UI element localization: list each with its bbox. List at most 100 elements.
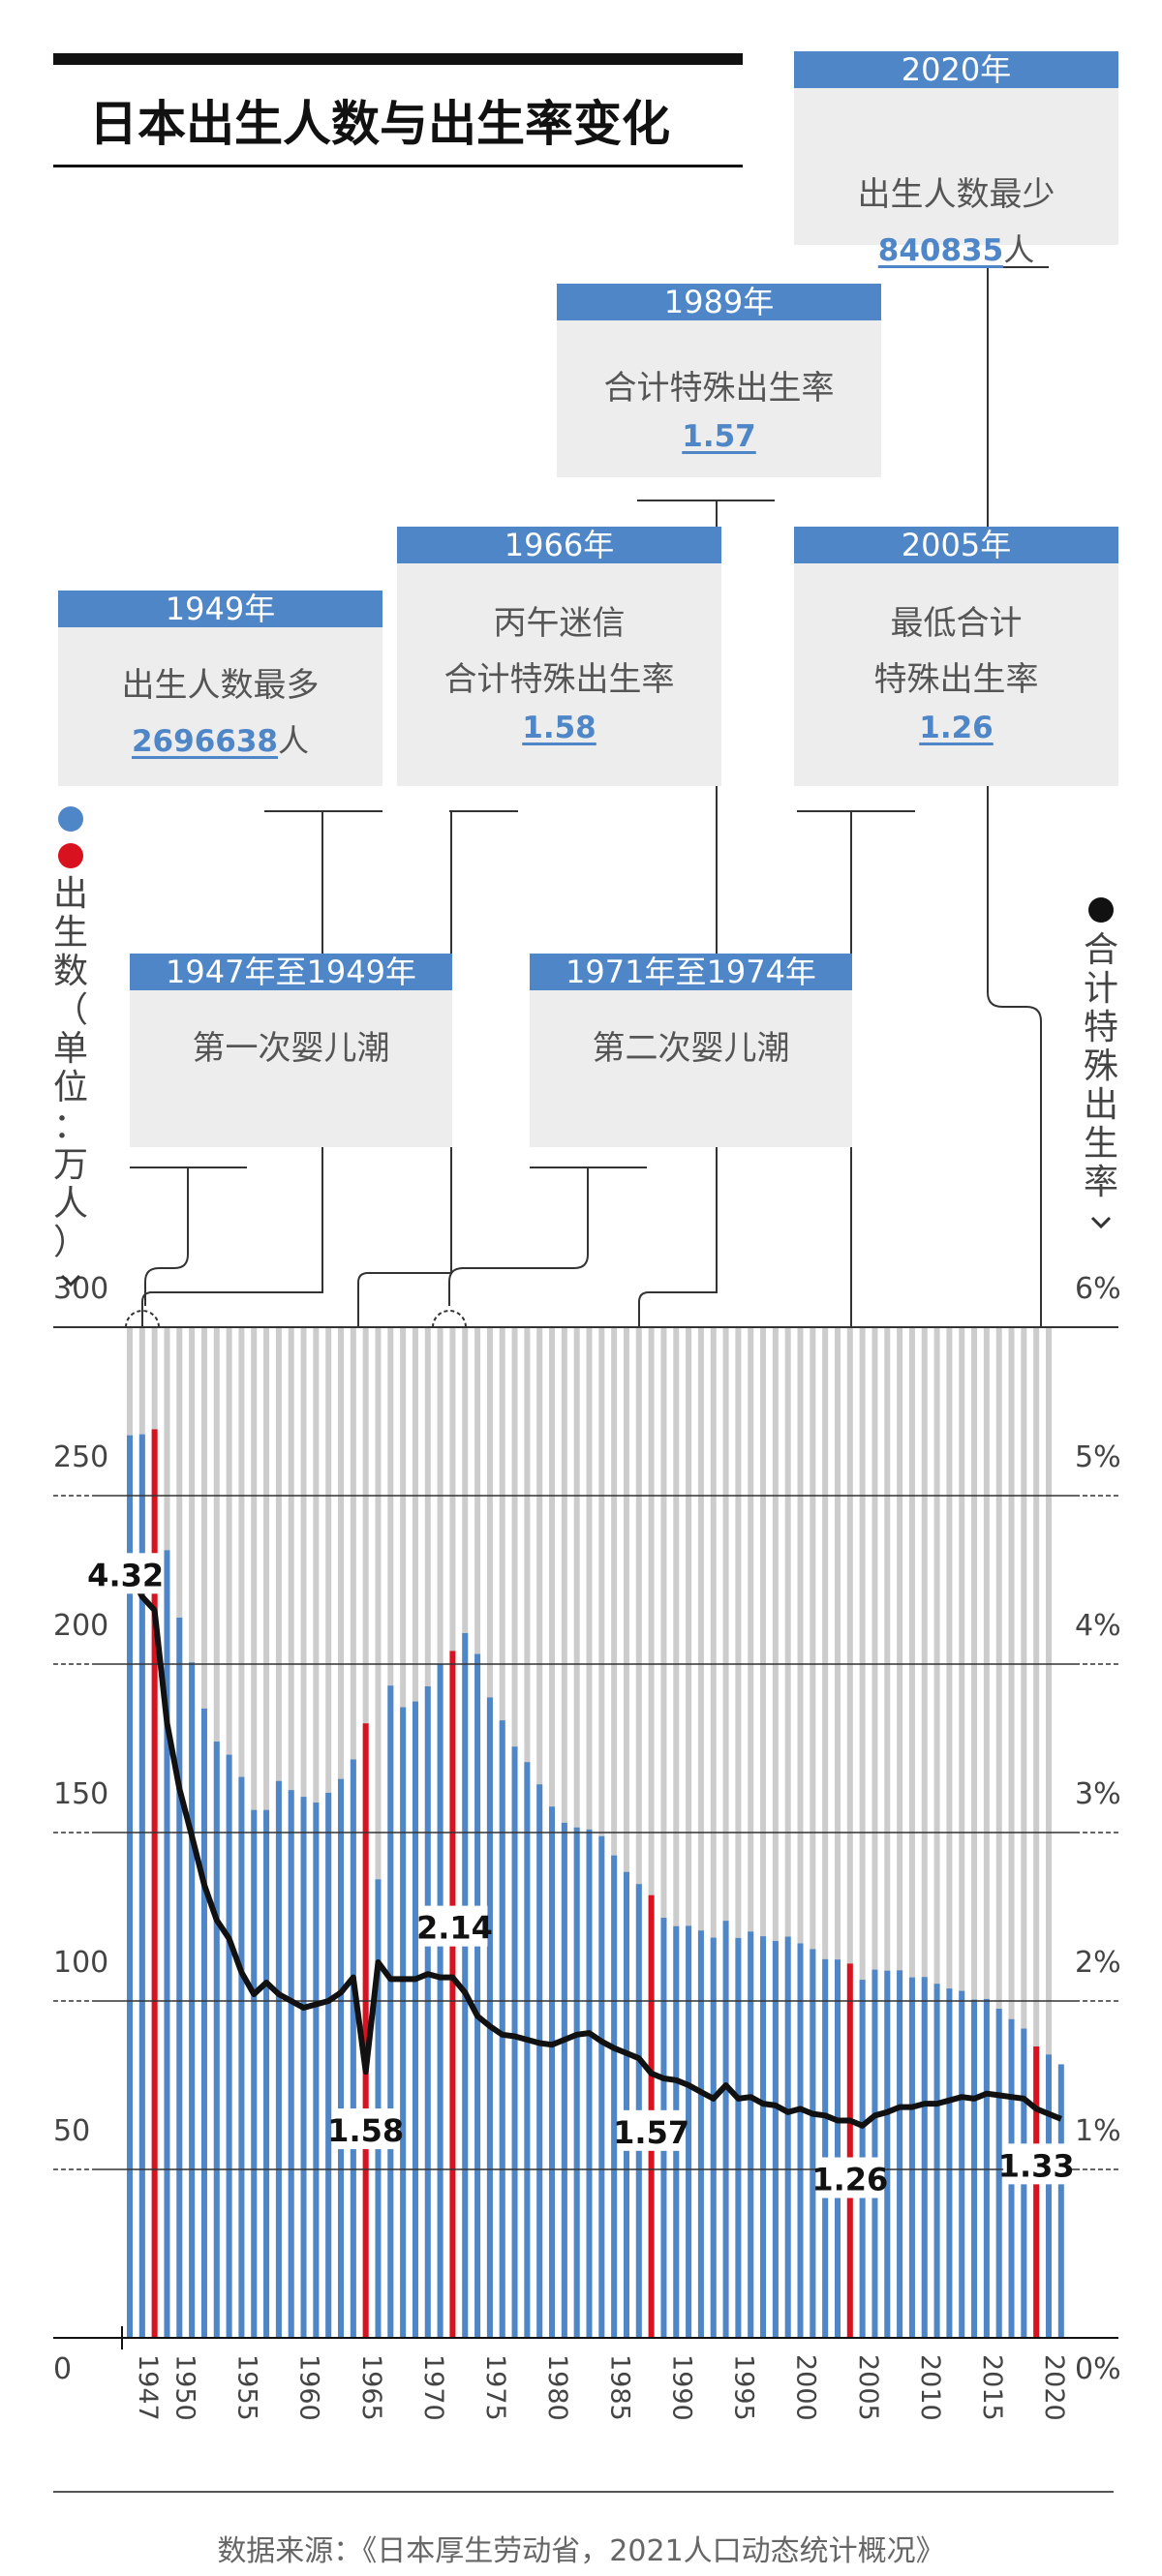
left-axis-char: 出 xyxy=(53,874,88,914)
card-baby-boom-1-text: 第一次婴儿潮 xyxy=(192,1029,390,1068)
card-2020-text: 出生人数最少 xyxy=(857,175,1055,214)
rate-label: 4.32 xyxy=(87,1557,164,1593)
card-2005: 2005年 最低合计 特殊出生率 1.26 xyxy=(794,527,1118,786)
rate-label: 2.14 xyxy=(416,1910,493,1947)
right-axis-char: 合 xyxy=(1084,930,1118,970)
card-1966-head: 1966年 xyxy=(397,527,721,563)
x-tick-label: 1955 xyxy=(232,2354,262,2421)
x-tick-label: 1960 xyxy=(294,2354,324,2421)
card-1966-value: 1.58 xyxy=(397,711,721,745)
card-baby-boom-1: 1947年至1949年 第一次婴儿潮 xyxy=(130,954,452,1147)
left-axis-char: 万 xyxy=(53,1145,88,1185)
card-1949-number: 2696638 xyxy=(131,724,278,759)
card-1989-text: 合计特殊出生率 xyxy=(603,369,835,408)
rate-label-bg xyxy=(1003,2143,1070,2185)
birth-bar xyxy=(760,1936,767,2338)
x-tick-label: 1980 xyxy=(542,2354,572,2421)
card-1949-unit: 人 xyxy=(277,722,309,759)
birth-bar xyxy=(908,1977,915,2338)
birth-bar xyxy=(623,1871,629,2338)
card-2005-value: 1.26 xyxy=(794,711,1118,745)
x-tick-label: 1950 xyxy=(169,2354,199,2421)
left-axis-char: 数 xyxy=(53,952,88,991)
gridlines: 0 0%50 1%100 2%150 3%200 4%250 5%300 6% xyxy=(53,1272,1121,2386)
left-axis-char: 单 xyxy=(53,1029,88,1069)
card-2005-head: 2005年 xyxy=(794,527,1118,563)
birth-bar xyxy=(499,1720,505,2338)
red-dot-icon xyxy=(58,843,83,868)
rate-label-bg xyxy=(816,2157,883,2198)
rate-label-bg xyxy=(618,2109,685,2151)
birth-bar xyxy=(474,1653,481,2338)
birth-bar xyxy=(921,1977,928,2338)
boom2-bracket xyxy=(432,1310,467,1328)
card-2005-line2: 特殊出生率 xyxy=(873,660,1039,699)
right-tick-label: 3% xyxy=(1075,1777,1121,1811)
birth-bar xyxy=(288,1790,294,2338)
rate-label-bg xyxy=(421,1905,488,1947)
birth-bar xyxy=(387,1685,394,2338)
x-tick-label: 1995 xyxy=(729,2354,759,2421)
x-tick-label: 2010 xyxy=(915,2354,945,2421)
birth-bar xyxy=(822,1958,829,2338)
right-tick-label: 6% xyxy=(1075,1272,1121,1306)
birth-bar xyxy=(189,1662,196,2338)
x-tick-label: 2005 xyxy=(853,2354,883,2421)
card-1989: 1989年 合计特殊出生率 1.57 xyxy=(557,284,881,477)
left-axis-char: ） xyxy=(53,1223,88,1262)
birth-bar xyxy=(772,1941,779,2338)
x-tick-label: 2000 xyxy=(791,2354,821,2421)
black-dot-icon xyxy=(1088,897,1114,923)
card-2020-unit: 人 xyxy=(1003,231,1035,268)
birth-bar xyxy=(710,1937,717,2338)
card-1949: 1949年 出生人数最多 2696638人 xyxy=(58,591,382,786)
birth-bar xyxy=(959,1990,965,2338)
rate-label: 1.26 xyxy=(811,2162,888,2198)
right-tick-label: 5% xyxy=(1075,1440,1121,1474)
birth-bar xyxy=(697,1930,704,2338)
birth-bar xyxy=(400,1707,407,2338)
card-1966-line1: 丙午迷信 xyxy=(493,604,626,643)
right-axis-char: 计 xyxy=(1084,969,1118,1009)
birth-bar xyxy=(722,1921,729,2338)
connector-line xyxy=(638,500,718,1327)
birth-bar xyxy=(810,1949,816,2338)
rate-label: 1.57 xyxy=(613,2114,689,2151)
right-chevron-down-icon xyxy=(1090,1216,1112,1229)
card-baby-boom-2: 1971年至1974年 第二次婴儿潮 xyxy=(530,954,852,1147)
left-tick-label: 100 xyxy=(53,1946,108,1980)
x-tick-label: 1990 xyxy=(666,2354,696,2421)
card-1949-head: 1949年 xyxy=(58,591,382,627)
birth-bar xyxy=(226,1754,232,2338)
left-tick-label: 0 xyxy=(53,2352,72,2386)
birth-bar xyxy=(884,1970,891,2338)
x-tick-label: 1947 xyxy=(133,2354,163,2421)
birth-bar xyxy=(524,1762,531,2338)
birth-bar xyxy=(263,1809,270,2338)
title-rule-top xyxy=(53,53,743,65)
birth-bar xyxy=(486,1697,493,2338)
birth-bar xyxy=(549,1806,556,2338)
birth-bar xyxy=(1057,2064,1064,2338)
fertility-rate-line xyxy=(127,1571,1062,2129)
x-tick-label: 1985 xyxy=(604,2354,634,2421)
left-tick-label: 50 xyxy=(53,2114,90,2148)
birth-bar xyxy=(164,1550,170,2338)
birth-bar xyxy=(748,1931,754,2338)
card-2020-value: 840835人 xyxy=(794,226,1118,270)
card-2020-number: 840835 xyxy=(877,233,1004,268)
card-1966: 1966年 丙午迷信 合计特殊出生率 1.58 xyxy=(397,527,721,786)
birth-bar xyxy=(275,1780,282,2338)
left-axis-char: 位 xyxy=(53,1068,88,1107)
birth-bar xyxy=(412,1701,418,2338)
card-1989-head: 1989年 xyxy=(557,284,881,320)
birth-bar xyxy=(213,1742,220,2338)
right-axis-legend: 合计特殊出生率 xyxy=(1084,897,1118,1229)
rate-label-bg xyxy=(332,2108,399,2150)
left-tick-label: 250 xyxy=(53,1440,108,1474)
x-tick-label: 1970 xyxy=(418,2354,448,2421)
highlight-bar xyxy=(362,1723,369,2338)
card-1989-number: 1.57 xyxy=(682,419,756,454)
left-axis-char: （ xyxy=(53,990,88,1030)
source-rule xyxy=(53,2491,1114,2493)
